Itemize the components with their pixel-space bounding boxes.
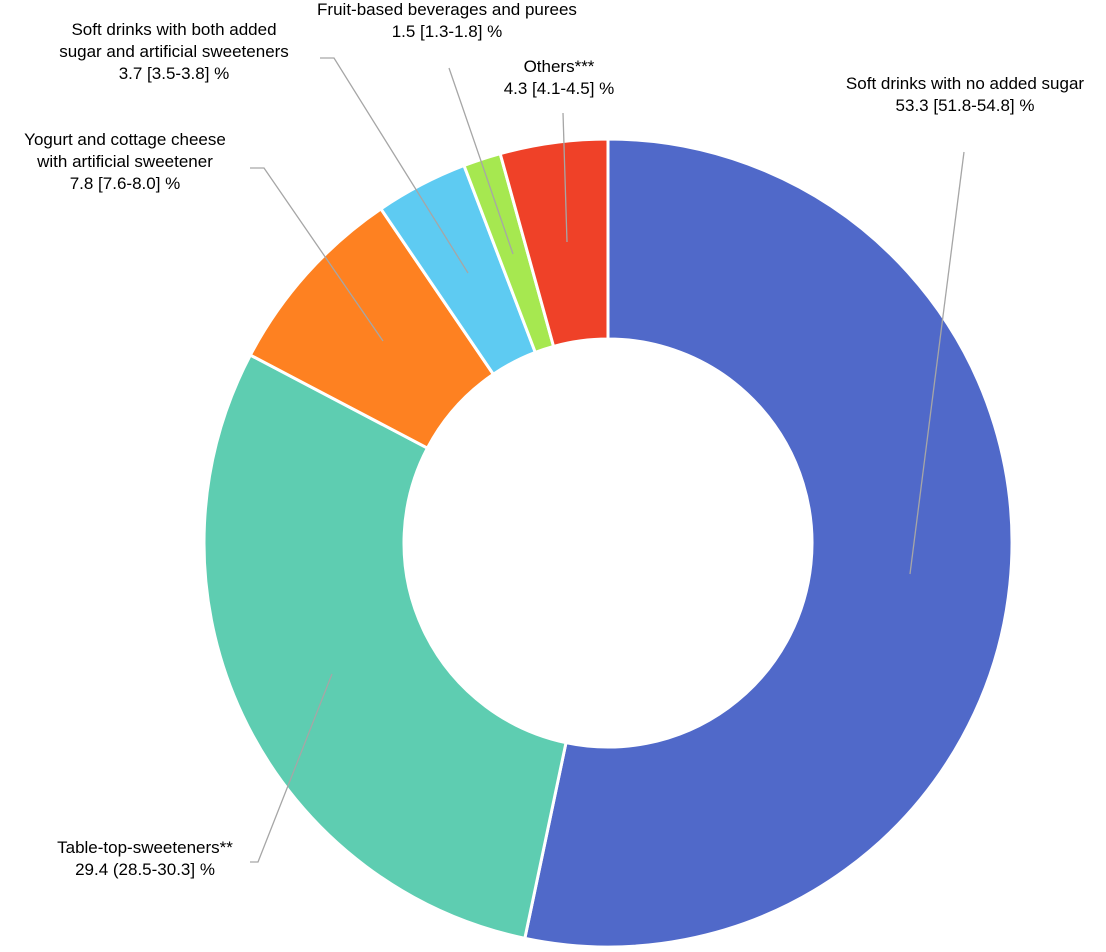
slice-label-2: Yogurt and cottage cheese with artificial… [24, 130, 226, 193]
leader-line-1 [250, 673, 333, 863]
slice-value-label: 3.7 [3.5-3.8] % [119, 64, 230, 83]
slice-1 [202, 353, 568, 941]
slice-5 [498, 137, 610, 349]
leader-line-4 [448, 67, 514, 255]
slice-value-label: 29.4 (28.5-30.3] % [75, 860, 215, 879]
slice-label-5: Others*** 4.3 [4.1-4.5] % [504, 57, 615, 98]
slice-label-0: Soft drinks with no added sugar 53.3 [51.… [846, 74, 1084, 115]
slice-value-label: 1.5 [1.3-1.8] % [392, 22, 503, 41]
slice-name-line: Yogurt and cottage cheese [24, 130, 226, 149]
slice-label-1: Table-top-sweeteners** 29.4 (28.5-30.3] % [57, 838, 233, 879]
slice-name-line: Table-top-sweeteners** [57, 838, 233, 857]
slice-name-line: Fruit-based beverages and purees [317, 0, 577, 19]
slice-label-3: Soft drinks with both added sugar and art… [59, 20, 289, 83]
slice-value-label: 4.3 [4.1-4.5] % [504, 79, 615, 98]
slice-value-label: 53.3 [51.8-54.8] % [896, 96, 1035, 115]
leader-line-2 [250, 167, 384, 342]
slice-0 [523, 137, 1014, 949]
leader-line-0 [909, 151, 965, 575]
leader-line-5 [562, 112, 568, 243]
slice-value-label: 7.8 [7.6-8.0] % [70, 174, 181, 193]
slice-name-line: sugar and artificial sweeteners [59, 42, 289, 61]
slice-name-line: Soft drinks with both added [71, 20, 276, 39]
slice-name-line: Soft drinks with no added sugar [846, 74, 1084, 93]
slice-label-4: Fruit-based beverages and purees 1.5 [1.3… [317, 0, 577, 41]
leader-line-3 [320, 57, 469, 274]
slice-name-line: with artificial sweetener [36, 152, 213, 171]
slice-name-line: Others*** [524, 57, 595, 76]
